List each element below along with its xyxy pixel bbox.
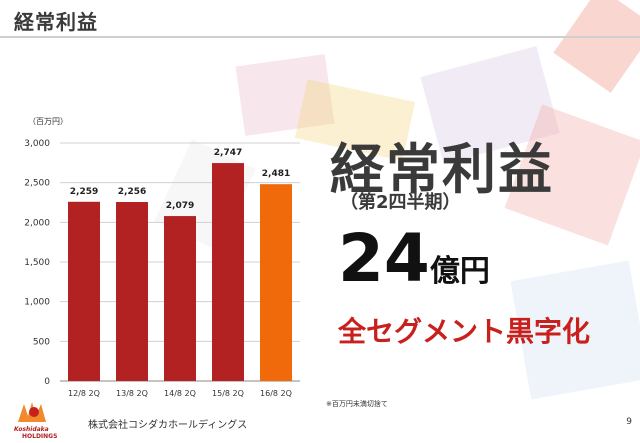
page-title: 経常利益 xyxy=(14,10,98,34)
summary-subtitle: （第2四半期） xyxy=(340,192,461,213)
logo-text: Koshidaka xyxy=(14,426,49,433)
data-label: 2,256 xyxy=(118,187,146,197)
data-label: 2,481 xyxy=(262,169,290,179)
bar xyxy=(116,202,148,381)
bar xyxy=(260,184,292,381)
y-unit-label: （百万円） xyxy=(28,117,68,126)
bar xyxy=(68,201,100,381)
bar xyxy=(164,216,196,381)
footnote: ※百万円未満切捨て xyxy=(326,400,388,408)
data-label: 2,747 xyxy=(214,148,242,158)
title-divider xyxy=(0,36,640,38)
y-tick-label: 2,000 xyxy=(24,218,50,228)
summary-value-number: 24 xyxy=(338,220,430,297)
x-tick-label: 13/8 2Q xyxy=(116,389,148,398)
x-tick-label: 15/8 2Q xyxy=(212,389,244,398)
logo-subtext: HOLDINGS xyxy=(22,433,58,440)
y-tick-label: 3,000 xyxy=(24,139,50,149)
x-tick-label: 14/8 2Q xyxy=(164,389,196,398)
x-tick-label: 16/8 2Q xyxy=(260,389,292,398)
summary-value-unit: 億円 xyxy=(429,254,490,289)
page-number: 9 xyxy=(626,417,632,427)
company-name: 株式会社コシダカホールディングス xyxy=(88,420,248,431)
summary-highlight: 全セグメント黒字化 xyxy=(338,315,591,348)
y-tick-label: 1,500 xyxy=(24,258,50,268)
y-tick-label: 1,000 xyxy=(24,298,50,308)
y-tick-label: 0 xyxy=(44,377,50,387)
summary-value: 24億円 xyxy=(338,220,490,297)
company-logo-icon xyxy=(18,402,46,422)
y-tick-label: 2,500 xyxy=(24,179,50,189)
bar xyxy=(212,163,244,381)
summary-title: 経常利益 xyxy=(330,138,554,201)
data-label: 2,079 xyxy=(166,201,194,211)
y-tick-label: 500 xyxy=(33,337,50,347)
data-label: 2,259 xyxy=(70,187,98,197)
x-tick-label: 12/8 2Q xyxy=(68,389,100,398)
